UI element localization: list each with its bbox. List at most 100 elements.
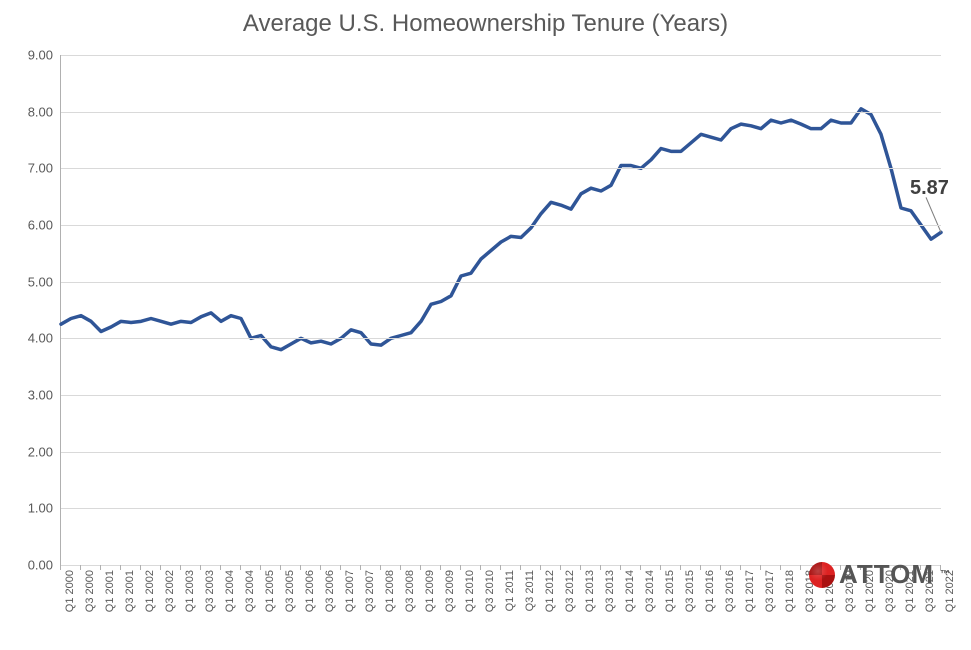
x-tick xyxy=(480,565,481,570)
x-axis-label: Q1 2016 xyxy=(704,570,716,612)
x-tick xyxy=(140,565,141,570)
x-axis-label: Q1 2013 xyxy=(584,570,596,612)
gridline xyxy=(61,112,941,113)
x-axis-label: Q3 2001 xyxy=(124,570,136,612)
x-tick xyxy=(540,565,541,570)
x-tick xyxy=(60,565,61,570)
x-axis-label: Q3 2000 xyxy=(84,570,96,612)
x-axis-label: Q3 2016 xyxy=(724,570,736,612)
x-axis-label: Q3 2015 xyxy=(684,570,696,612)
chart-title: Average U.S. Homeownership Tenure (Years… xyxy=(0,10,971,38)
y-axis-label: 2.00 xyxy=(28,444,53,459)
gridline xyxy=(61,55,941,56)
x-axis-label: Q3 2004 xyxy=(244,570,256,612)
x-axis-label: Q3 2009 xyxy=(444,570,456,612)
x-tick xyxy=(560,565,561,570)
x-tick xyxy=(460,565,461,570)
gridline xyxy=(61,508,941,509)
x-tick xyxy=(400,565,401,570)
x-tick xyxy=(200,565,201,570)
x-tick xyxy=(120,565,121,570)
x-axis-label: Q1 2004 xyxy=(224,570,236,612)
x-axis-label: Q3 2007 xyxy=(364,570,376,612)
x-tick xyxy=(380,565,381,570)
x-axis-label: Q1 2002 xyxy=(144,570,156,612)
x-axis-label: Q3 2010 xyxy=(484,570,496,612)
x-tick xyxy=(160,565,161,570)
x-tick xyxy=(80,565,81,570)
x-axis-label: Q1 2015 xyxy=(664,570,676,612)
x-axis-label: Q1 2009 xyxy=(424,570,436,612)
gridline xyxy=(61,338,941,339)
y-axis-label: 7.00 xyxy=(28,161,53,176)
y-axis-label: 5.00 xyxy=(28,274,53,289)
x-tick xyxy=(420,565,421,570)
x-tick xyxy=(220,565,221,570)
x-axis-label: Q1 2005 xyxy=(264,570,276,612)
x-tick xyxy=(580,565,581,570)
logo-globe-icon xyxy=(809,562,835,588)
x-tick xyxy=(620,565,621,570)
x-axis-label: Q1 2018 xyxy=(784,570,796,612)
x-axis-label: Q1 2010 xyxy=(464,570,476,612)
gridline xyxy=(61,452,941,453)
x-tick xyxy=(340,565,341,570)
x-tick xyxy=(760,565,761,570)
x-axis-label: Q3 2011 xyxy=(524,570,536,611)
gridline xyxy=(61,395,941,396)
x-axis-label: Q3 2008 xyxy=(404,570,416,612)
x-tick xyxy=(640,565,641,570)
x-axis-label: Q1 2000 xyxy=(64,570,76,612)
x-axis-label: Q3 2005 xyxy=(284,570,296,612)
x-tick xyxy=(720,565,721,570)
y-axis-label: 4.00 xyxy=(28,331,53,346)
x-tick xyxy=(180,565,181,570)
x-axis-label: Q1 2017 xyxy=(744,570,756,612)
x-axis-label: Q3 2002 xyxy=(164,570,176,612)
x-tick xyxy=(660,565,661,570)
x-axis-label: Q3 2014 xyxy=(644,570,656,612)
x-axis-label: Q1 2014 xyxy=(624,570,636,612)
x-tick xyxy=(320,565,321,570)
x-axis-label: Q1 2011 xyxy=(504,570,516,611)
x-tick xyxy=(280,565,281,570)
x-axis-label: Q1 2006 xyxy=(304,570,316,612)
chart-container: Average U.S. Homeownership Tenure (Years… xyxy=(0,0,971,650)
x-axis-label: Q3 2006 xyxy=(324,570,336,612)
y-axis-label: 3.00 xyxy=(28,388,53,403)
x-axis-label: Q3 2013 xyxy=(604,570,616,612)
x-axis-label: Q1 2008 xyxy=(384,570,396,612)
logo-text: ATTOM xyxy=(839,559,934,590)
gridline xyxy=(61,225,941,226)
x-axis-label: Q1 2003 xyxy=(184,570,196,612)
x-tick xyxy=(440,565,441,570)
x-axis-label: Q1 2007 xyxy=(344,570,356,612)
x-axis-label: Q3 2017 xyxy=(764,570,776,612)
data-callout: 5.87 xyxy=(910,177,949,200)
x-tick xyxy=(700,565,701,570)
logo-tm: ™ xyxy=(940,569,951,580)
attom-logo: ATTOM ™ xyxy=(809,559,951,590)
x-tick xyxy=(500,565,501,570)
x-tick xyxy=(260,565,261,570)
y-axis-label: 1.00 xyxy=(28,501,53,516)
x-axis-label: Q1 2001 xyxy=(104,570,116,612)
x-tick xyxy=(780,565,781,570)
y-axis-label: 6.00 xyxy=(28,218,53,233)
x-tick xyxy=(740,565,741,570)
y-axis-label: 9.00 xyxy=(28,48,53,63)
x-tick xyxy=(680,565,681,570)
x-axis-label: Q1 2012 xyxy=(544,570,556,612)
y-axis-label: 8.00 xyxy=(28,104,53,119)
x-tick xyxy=(600,565,601,570)
callout-value: 5.87 xyxy=(910,177,949,199)
x-tick xyxy=(100,565,101,570)
gridline xyxy=(61,282,941,283)
x-axis-label: Q3 2003 xyxy=(204,570,216,612)
x-axis-label: Q3 2012 xyxy=(564,570,576,612)
x-tick xyxy=(240,565,241,570)
x-tick xyxy=(300,565,301,570)
line-series xyxy=(61,55,941,565)
x-tick xyxy=(520,565,521,570)
y-axis-label: 0.00 xyxy=(28,558,53,573)
